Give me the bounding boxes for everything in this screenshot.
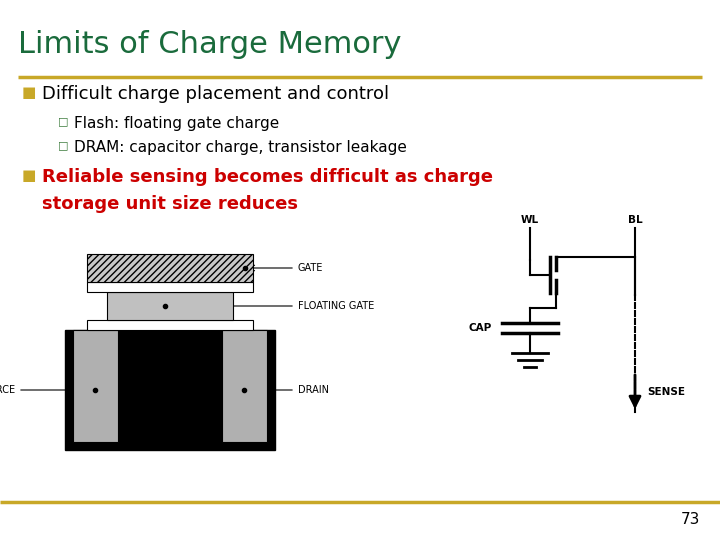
Text: ■: ■ (22, 85, 37, 100)
Bar (73, 330, 118, 442)
Text: storage unit size reduces: storage unit size reduces (42, 195, 298, 213)
Text: ■: ■ (22, 168, 37, 183)
Text: BL: BL (628, 215, 642, 225)
Bar (87, 254, 253, 282)
Text: DRAIN: DRAIN (298, 385, 329, 395)
Text: Flash: floating gate charge: Flash: floating gate charge (74, 116, 279, 131)
Text: FLOATING GATE: FLOATING GATE (298, 301, 374, 311)
Text: Difficult charge placement and control: Difficult charge placement and control (42, 85, 389, 103)
Bar (222, 330, 267, 442)
Text: Limits of Charge Memory: Limits of Charge Memory (18, 30, 402, 59)
Text: SENSE: SENSE (647, 387, 685, 397)
Text: □: □ (58, 140, 68, 150)
Text: CAP: CAP (469, 323, 492, 333)
Bar (107, 292, 233, 320)
Bar (87, 282, 253, 292)
Text: Reliable sensing becomes difficult as charge: Reliable sensing becomes difficult as ch… (42, 168, 493, 186)
Text: □: □ (58, 116, 68, 126)
Text: GATE: GATE (298, 263, 323, 273)
Text: DRAM: capacitor charge, transistor leakage: DRAM: capacitor charge, transistor leaka… (74, 140, 407, 155)
Text: 73: 73 (680, 512, 700, 528)
Text: WL: WL (521, 215, 539, 225)
Bar (65, 330, 275, 450)
Text: SOURCE: SOURCE (0, 385, 15, 395)
Bar (87, 320, 253, 330)
